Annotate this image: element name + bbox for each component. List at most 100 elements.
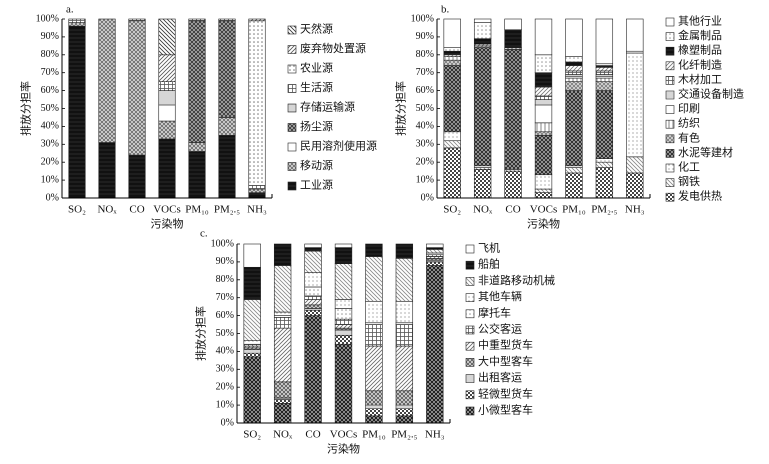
bar-segment — [565, 61, 583, 66]
legend-label: 小微型客车 — [478, 403, 533, 417]
bar-segment — [334, 263, 353, 300]
legend-swatch — [287, 142, 297, 152]
bar-segment — [243, 349, 261, 354]
bar-segment — [243, 340, 261, 345]
legend-label: 发电供热 — [678, 189, 722, 203]
bar-segment — [218, 20, 236, 118]
x-tick-label: NOₓ — [473, 204, 493, 216]
legend-swatch — [465, 244, 475, 254]
legend-label: 生活源 — [300, 80, 333, 94]
bar-segment — [304, 315, 322, 424]
x-axis-label: 污染物 — [527, 217, 560, 231]
x-tick-label: NOₓ — [97, 204, 117, 216]
bar-segment — [158, 138, 176, 199]
bar-segment — [626, 18, 644, 52]
legend-label: 飞机 — [478, 241, 500, 255]
x-tick-label: PM₁₀ — [185, 204, 209, 216]
legend-swatch — [287, 103, 297, 113]
legend-swatch — [665, 46, 675, 56]
bar-segment — [426, 243, 444, 248]
y-axis-label: 排放分担率 — [19, 81, 33, 136]
bar-segment — [534, 192, 553, 199]
legend-label: 其他行业 — [678, 15, 722, 28]
bar-segment — [565, 70, 583, 75]
legend-swatch — [287, 123, 297, 132]
legend-label: 金属制品 — [678, 28, 722, 42]
legend-swatch — [287, 181, 297, 191]
bar-segment — [595, 70, 614, 75]
y-tick-label: 50% — [41, 103, 59, 114]
legend-swatch — [665, 61, 675, 71]
y-axis-label: 排放分担率 — [394, 81, 408, 136]
legend-label: 纺织 — [678, 116, 700, 130]
bar-segment — [304, 286, 322, 297]
legend-label: 存储运输源 — [300, 100, 355, 114]
bar-segment — [273, 317, 292, 329]
y-tick-label: 100% — [411, 13, 434, 24]
y-tick-label: 80% — [41, 49, 59, 60]
bar-segment — [534, 86, 553, 97]
legend-swatch — [665, 76, 675, 85]
x-axis-label: 污染物 — [327, 442, 360, 456]
y-tick-label: 70% — [41, 67, 59, 78]
y-tick-label: 70% — [216, 292, 234, 303]
bar-segment — [365, 404, 383, 409]
bar-segment — [188, 20, 206, 143]
bar-segment — [534, 18, 553, 56]
legend-swatch — [465, 325, 475, 335]
bar-segment — [534, 54, 553, 73]
y-tick-label: 80% — [416, 49, 434, 60]
bar-segment — [626, 52, 644, 158]
legend-swatch — [665, 163, 675, 173]
legend-label: 轻微型货车 — [478, 386, 533, 400]
legend-swatch — [665, 178, 675, 187]
bar-segment — [273, 265, 292, 313]
bar-segment — [158, 104, 176, 122]
legend-label: 摩托车 — [478, 305, 511, 319]
y-tick-label: 90% — [41, 31, 59, 42]
bar-segment — [395, 324, 414, 347]
bar-segment — [395, 258, 414, 302]
bar-segment — [395, 404, 414, 409]
bar-segment — [626, 172, 644, 199]
y-tick-label: 10% — [416, 174, 434, 185]
bar-segment — [304, 299, 322, 306]
x-tick-label: VOCs — [530, 204, 558, 216]
bar-segment — [218, 117, 236, 136]
y-tick-label: 40% — [41, 121, 59, 132]
x-tick-label: CO — [129, 204, 144, 216]
bar-segment — [473, 18, 492, 23]
bar-segment — [365, 256, 383, 302]
y-tick-label: 0% — [421, 192, 434, 203]
legend-swatch — [465, 293, 475, 302]
bar-segment — [158, 120, 176, 140]
y-tick-label: 40% — [216, 346, 234, 357]
bar-segment — [273, 311, 292, 316]
panel-label: c. — [200, 228, 208, 240]
bar-segment — [365, 324, 383, 347]
bar-segment — [334, 318, 353, 325]
x-tick-label: PM₂.₅ — [591, 204, 617, 216]
legend-label: 大中型客车 — [478, 354, 533, 368]
legend-label: 公交客运 — [478, 322, 522, 336]
x-tick-label: SO₂ — [68, 204, 86, 216]
y-tick-label: 50% — [216, 328, 234, 339]
bar-segment — [595, 77, 614, 82]
bar-segment — [365, 300, 383, 324]
bar-segment — [334, 324, 353, 329]
bar-segment — [304, 295, 322, 300]
legend-swatch — [465, 390, 475, 400]
bar-segment — [304, 243, 322, 248]
bar-segment — [304, 272, 322, 288]
x-tick-label: PM₁₀ — [562, 204, 586, 216]
bar-segment — [534, 131, 553, 136]
y-tick-label: 0% — [46, 192, 59, 203]
bar-segment — [565, 56, 583, 63]
bar-segment — [473, 169, 492, 199]
bar-segment — [534, 135, 553, 176]
bar-segment — [565, 77, 583, 82]
bar-segment — [365, 345, 383, 392]
bar-segment — [473, 47, 492, 167]
x-tick-label: NH₃ — [247, 204, 267, 216]
y-tick-label: 60% — [216, 310, 234, 321]
